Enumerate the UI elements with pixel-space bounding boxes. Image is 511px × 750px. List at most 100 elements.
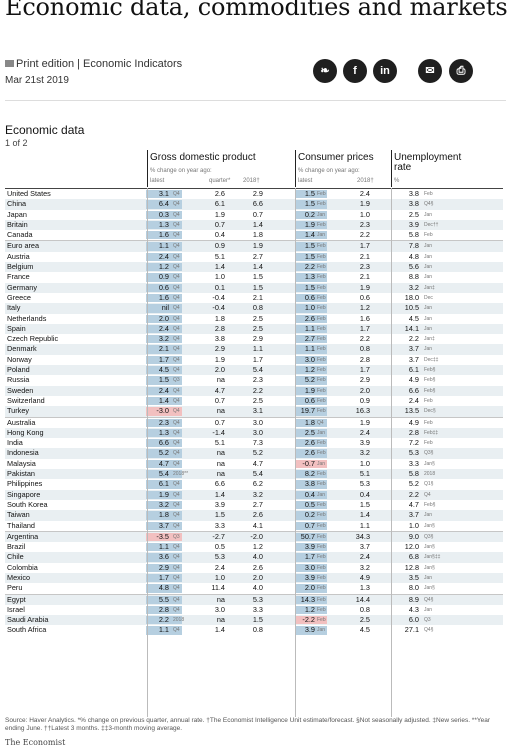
cpi-latest-value: 3.0	[304, 562, 315, 572]
unemployment-value: 3.7	[408, 344, 419, 354]
twitter-icon[interactable]: ❧	[313, 59, 337, 83]
gdp-latest-period: 2018**	[173, 471, 189, 478]
gdp-latest-value: 3.1	[158, 189, 169, 198]
gdp-latest-value: 3.7	[158, 520, 169, 530]
gdp-latest-value: 2.4	[158, 385, 169, 395]
cpi-2018-value: 1.7	[359, 365, 370, 375]
unemployment-period: Dec§	[424, 408, 436, 415]
gdp-2018-value: 2.9	[252, 334, 263, 344]
cpi-latest-value: 1.5	[304, 189, 315, 198]
gdp-group-sub: % change on year ago:	[150, 168, 212, 174]
cpi-latest-value: 1.5	[304, 199, 315, 209]
table-row: Egypt 5.5 Q4 na 5.3 14.3 Feb 14.4 8.9 Q4§	[5, 593, 503, 605]
facebook-icon[interactable]: f	[343, 59, 367, 83]
cpi-latest-period: Feb	[317, 606, 326, 613]
unemployment-value: 2.2	[408, 334, 419, 344]
cpi-latest-period: Jan	[317, 627, 326, 634]
gdp-2018-value: 5.3	[252, 594, 263, 604]
unemployment-period: Q4§	[424, 627, 434, 634]
gdp-group-title: Gross domestic product	[150, 152, 256, 163]
cpi-latest-highlight	[295, 335, 327, 344]
gdp-latest-value: 1.9	[158, 489, 169, 499]
cpi-latest-value: 1.8	[304, 417, 315, 427]
edition-line[interactable]: Print edition | Economic Indicators	[5, 58, 182, 70]
cpi-2018-value: 1.7	[359, 323, 370, 333]
print-icon[interactable]: ⎙	[449, 59, 473, 83]
cpi-latest-value: -0.7	[302, 458, 315, 468]
table-row: Indonesia 5.2 Q4 na 5.2 2.6 Feb 3.2 5.3 Q3§	[5, 448, 503, 459]
country-name: South Africa	[7, 625, 47, 635]
gdp-latest-highlight	[146, 480, 182, 489]
gdp-latest-highlight	[146, 439, 182, 448]
gdp-latest-value: 3.2	[158, 334, 169, 344]
unemp-group-line	[391, 150, 392, 187]
gdp-latest-value: 1.6	[158, 292, 169, 302]
cpi-latest-period: Feb	[317, 221, 326, 228]
gdp-quarter-value: 3.8	[214, 334, 225, 344]
gdp-2018-value: 4.1	[252, 520, 263, 530]
gdp-latest-value: 3.2	[158, 499, 169, 509]
table-row: India 6.6 Q4 5.1 7.3 2.6 Feb 3.9 7.2 Feb	[5, 438, 503, 448]
gdp-quarter-value: 0.7	[214, 395, 225, 405]
cpi-latest-highlight	[295, 252, 327, 262]
gdp-quarter-value: 1.0	[214, 272, 225, 282]
gdp-2018-value: 3.0	[252, 427, 263, 437]
gdp-latest-period: Q4	[173, 325, 180, 332]
table-row: Britain 1.3 Q4 0.7 1.4 1.9 Feb 2.3 3.9 Dec††	[5, 219, 503, 231]
unemp-group-title: Unemployment rate	[394, 152, 462, 173]
cpi-latest-highlight	[295, 584, 327, 593]
mail-icon[interactable]: ✉	[418, 59, 442, 83]
gdp-latest-highlight	[146, 242, 182, 251]
gdp-latest-highlight	[146, 210, 182, 219]
gdp-latest-highlight	[146, 293, 182, 303]
table-row: Pakistan 5.4 2018** na 5.4 8.2 Feb 5.1 5.8 2018	[5, 469, 503, 480]
gdp-latest-value: 2.1	[158, 344, 169, 354]
gdp-latest-highlight	[146, 273, 182, 282]
country-name: Israel	[7, 604, 25, 614]
gdp-2018-value: 1.4	[252, 219, 263, 229]
cpi-2018-value: 14.4	[355, 594, 370, 604]
cpi-latest-highlight	[295, 210, 327, 219]
gdp-latest-value: 2.4	[158, 323, 169, 333]
cpi-latest-highlight	[295, 190, 327, 199]
country-name: Singapore	[7, 489, 41, 499]
unemployment-value: 18.0	[404, 292, 419, 302]
footnote: Source: Haver Analytics. *% change on pr…	[5, 717, 490, 732]
unemployment-value: 7.8	[408, 241, 419, 251]
cpi-latest-value: 0.7	[304, 520, 315, 530]
gdp-latest-period: Q4	[173, 294, 180, 301]
unemployment-period: Dec‡‡	[424, 356, 439, 363]
gdp-quarter-value: 1.5	[214, 510, 225, 520]
gdp-latest-period: Q4	[173, 211, 180, 218]
gdp-latest-period: Q4	[173, 429, 180, 436]
gdp-latest-period: Q4	[173, 606, 180, 613]
gdp-latest-value: 2.9	[158, 562, 169, 572]
cpi-latest-highlight	[295, 543, 327, 552]
unemp-col-pct: %	[394, 178, 400, 184]
gdp-2018-value: 1.5	[252, 272, 263, 282]
cpi-latest-value: 2.2	[304, 262, 315, 272]
country-name: Indonesia	[7, 448, 39, 458]
gdp-quarter-value: 1.4	[214, 625, 225, 635]
gdp-latest-period: Q4	[173, 585, 180, 592]
linkedin-icon[interactable]: in	[373, 59, 397, 83]
country-name: Brazil	[7, 542, 26, 552]
gdp-latest-value: 4.5	[158, 365, 169, 375]
table-row: Malaysia 4.7 Q4 na 4.7 -0.7 Jan 1.0 3.3 Jan§	[5, 459, 503, 469]
gdp-latest-period: Q4	[173, 554, 180, 561]
table-row: Belgium 1.2 Q4 1.4 1.4 2.2 Feb 2.3 5.6 Jan	[5, 262, 503, 273]
table-row: Switzerland 1.4 Q4 0.7 2.5 0.6 Feb 0.9 2.4 Feb	[5, 396, 503, 406]
gdp-latest-highlight	[146, 283, 182, 292]
cpi-latest-highlight	[295, 314, 327, 323]
gdp-latest-period: Q4	[173, 221, 180, 228]
unemployment-period: Q3§	[424, 450, 434, 457]
cpi-2018-value: 1.4	[359, 510, 370, 520]
unemployment-period: Q4§	[424, 596, 434, 603]
unemployment-value: 12.0	[404, 542, 419, 552]
cpi-2018-value: 3.9	[359, 438, 370, 448]
cpi-2018-value: 1.9	[359, 417, 370, 427]
cpi-latest-value: 1.1	[304, 344, 315, 354]
cpi-latest-period: Feb	[317, 264, 326, 271]
gdp-group-line	[147, 150, 148, 187]
gdp-latest-value: 1.1	[158, 625, 169, 635]
